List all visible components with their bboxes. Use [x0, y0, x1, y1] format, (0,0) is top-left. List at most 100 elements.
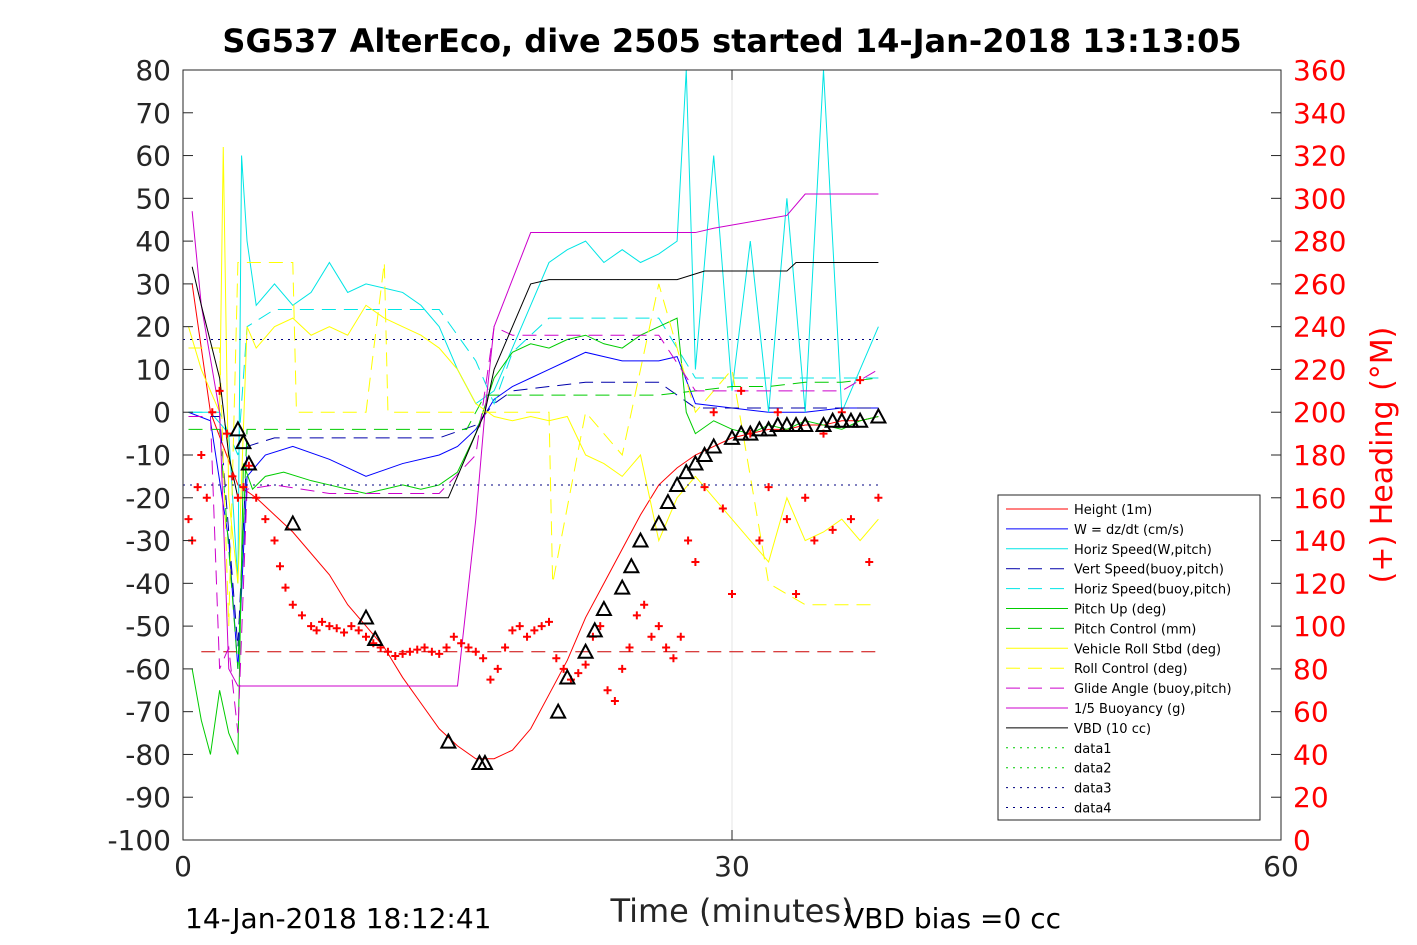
heading-point — [737, 386, 746, 395]
y-right-tick-label: 100 — [1293, 610, 1346, 643]
legend: Height (1m) W = dz/dt (cm/s) Horiz Speed(W… — [997, 494, 1261, 821]
heading-point — [464, 643, 473, 652]
heading-point — [307, 622, 316, 631]
heading-point — [471, 647, 480, 656]
heading-point — [405, 647, 414, 656]
triangle-marker — [778, 415, 796, 433]
heading-point — [856, 376, 865, 385]
triangle-marker — [366, 629, 384, 646]
heading-point — [318, 617, 327, 626]
heading-point — [801, 493, 810, 502]
triangle-marker — [750, 420, 769, 437]
heading-point — [435, 649, 444, 658]
legend-label: Horiz Speed(W,pitch) — [1074, 543, 1212, 558]
triangle-marker — [823, 411, 842, 428]
heading-point — [684, 536, 693, 545]
heading-point — [184, 515, 193, 524]
heading-point — [457, 639, 466, 648]
heading-point — [275, 562, 284, 571]
x-tick-label: 30 — [714, 850, 750, 883]
y-right-tick-label: 300 — [1293, 182, 1346, 215]
heading-point — [828, 525, 837, 534]
heading-point — [244, 461, 253, 470]
heading-point — [530, 626, 539, 635]
series-line-1 — [188, 351, 879, 669]
triangle-marker — [659, 492, 677, 510]
heading-point — [537, 622, 546, 631]
series-line-10 — [191, 193, 879, 687]
y-right-tick-label: 180 — [1293, 439, 1346, 472]
triangle-marker — [769, 415, 787, 433]
y-right-tick-label: 140 — [1293, 525, 1346, 558]
heading-point — [239, 483, 248, 492]
series-line-3 — [188, 381, 879, 648]
triangle-marker — [869, 407, 888, 424]
heading-point — [427, 647, 436, 656]
legend-label: Height (1m) — [1074, 503, 1152, 518]
triangle-marker — [357, 608, 375, 625]
y-right-tick-label: 220 — [1293, 353, 1346, 386]
y-tick-label: -50 — [125, 610, 171, 643]
triangle-marker — [732, 424, 750, 441]
triangle-marker — [695, 445, 714, 462]
y-right-tick-label: 200 — [1293, 396, 1346, 429]
y-tick-label: -70 — [125, 696, 171, 729]
y-tick-label: 40 — [135, 225, 171, 258]
heading-point — [208, 408, 217, 417]
heading-point — [625, 643, 634, 652]
x-tick-label: 0 — [174, 850, 192, 883]
heading-point — [222, 429, 231, 438]
y-right-tick-label: 160 — [1293, 482, 1346, 515]
y-right-tick-label: 20 — [1293, 781, 1329, 814]
triangle-marker — [842, 411, 860, 428]
heading-point — [574, 669, 583, 678]
y-right-tick-label: 40 — [1293, 738, 1329, 771]
legend-label: data3 — [1074, 782, 1112, 797]
triangle-marker — [549, 702, 567, 719]
heading-point — [340, 628, 349, 637]
heading-point — [603, 686, 612, 695]
heading-point — [261, 515, 270, 524]
heading-point — [700, 483, 709, 492]
legend-label: Roll Control (deg) — [1074, 662, 1188, 677]
heading-point — [354, 626, 363, 635]
heading-point — [632, 611, 641, 620]
heading-point — [669, 654, 678, 663]
heading-point — [662, 643, 671, 652]
heading-point — [508, 626, 517, 635]
right-y-axis-label: (+) Heading (°M) — [1365, 327, 1400, 584]
series-line-11 — [191, 262, 879, 499]
heading-point — [228, 472, 237, 481]
triangle-marker — [595, 599, 613, 616]
heading-point — [810, 536, 819, 545]
y-tick-label: -60 — [125, 653, 171, 686]
legend-label: Pitch Up (deg) — [1074, 603, 1166, 618]
y-tick-label: 80 — [135, 54, 171, 87]
y-tick-label: 30 — [135, 268, 171, 301]
legend-label: data2 — [1074, 762, 1112, 777]
heading-point — [846, 515, 855, 524]
triangle-marker — [229, 420, 247, 437]
triangle-marker — [234, 433, 253, 450]
y-right-tick-label: 240 — [1293, 311, 1346, 344]
heading-point — [420, 643, 429, 652]
heading-point — [479, 654, 488, 663]
heading-point — [391, 652, 400, 661]
y-right-tick-label: 260 — [1293, 268, 1346, 301]
heading-point — [270, 536, 279, 545]
series-line-2 — [188, 70, 879, 584]
series-line-6 — [188, 377, 879, 669]
heading-point — [718, 504, 727, 513]
triangle-marker — [476, 753, 494, 770]
y-right-tick-label: 360 — [1293, 54, 1346, 87]
heading-point — [252, 493, 261, 502]
heading-point — [618, 664, 627, 673]
legend-label: 1/5 Buoyancy (g) — [1074, 702, 1185, 717]
heading-point — [515, 622, 524, 631]
chart-title: SG537 AlterEco, dive 2505 started 14-Jan… — [222, 22, 1241, 60]
y-tick-label: -90 — [125, 781, 171, 814]
heading-point — [449, 632, 458, 641]
y-tick-label: -20 — [125, 482, 171, 515]
legend-label: VBD (10 cc) — [1074, 722, 1151, 737]
triangle-marker — [686, 454, 705, 471]
